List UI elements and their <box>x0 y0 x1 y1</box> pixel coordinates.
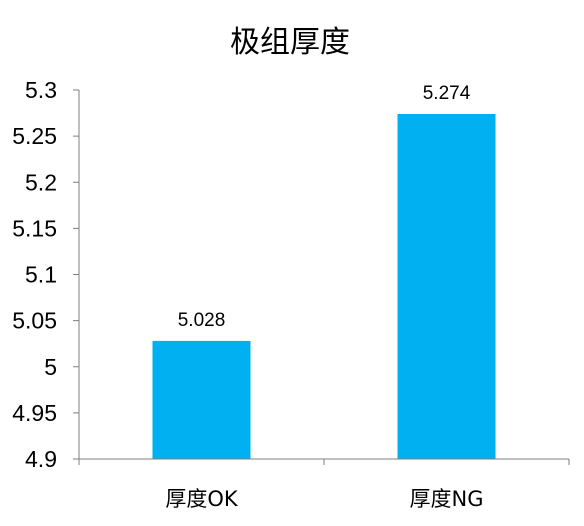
axes: 4.9 4.95 5 5.05 5.1 5.15 5.2 5.25 5.3 厚度OK 厚度NG <box>12 77 570 511</box>
y-tick-label: 5.1 <box>25 262 57 288</box>
data-label: 5.028 <box>178 310 226 331</box>
y-tick-label: 5.05 <box>12 308 57 334</box>
data-labels: 5.028 5.274 <box>178 83 471 331</box>
y-tick-label: 5 <box>44 354 57 380</box>
y-tick-label: 4.9 <box>25 446 57 472</box>
y-tick-label: 5.25 <box>12 123 57 149</box>
y-tick-label: 4.95 <box>12 400 57 426</box>
y-tick-label: 5.3 <box>25 77 57 103</box>
y-tick-label: 5.15 <box>12 215 57 241</box>
x-category-label: 厚度OK <box>165 487 239 511</box>
bar <box>397 113 496 460</box>
data-label: 5.274 <box>423 83 471 104</box>
x-category-label: 厚度NG <box>410 487 484 511</box>
bars <box>152 113 496 460</box>
chart-title: 极组厚度 <box>230 25 350 60</box>
y-tick-label: 5.2 <box>25 169 57 195</box>
bar <box>152 340 251 459</box>
